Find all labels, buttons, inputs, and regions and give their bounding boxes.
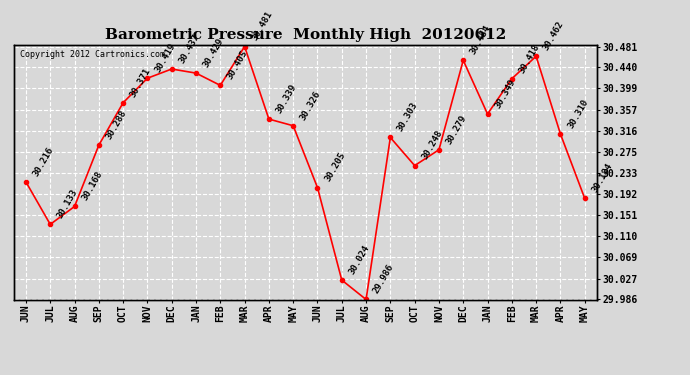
Text: 30.168: 30.168 [80, 170, 104, 202]
Text: 30.288: 30.288 [104, 109, 128, 141]
Text: 30.418: 30.418 [518, 42, 541, 75]
Title: Barometric Pressure  Monthly High  20120612: Barometric Pressure Monthly High 2012061… [105, 28, 506, 42]
Text: 30.481: 30.481 [250, 10, 274, 42]
Text: 30.024: 30.024 [347, 243, 371, 276]
Text: 30.405: 30.405 [226, 49, 250, 81]
Text: Copyright 2012 Cartronics.com: Copyright 2012 Cartronics.com [19, 50, 165, 59]
Text: 30.349: 30.349 [493, 77, 517, 110]
Text: 30.205: 30.205 [323, 151, 347, 183]
Text: 30.454: 30.454 [469, 24, 493, 56]
Text: 30.419: 30.419 [153, 42, 177, 74]
Text: 29.986: 29.986 [372, 263, 395, 296]
Text: 30.133: 30.133 [56, 188, 80, 220]
Text: 30.216: 30.216 [32, 146, 55, 178]
Text: 30.326: 30.326 [299, 89, 323, 122]
Text: 30.303: 30.303 [396, 101, 420, 134]
Text: 30.339: 30.339 [275, 82, 298, 115]
Text: 30.429: 30.429 [201, 36, 226, 69]
Text: 30.437: 30.437 [177, 32, 201, 65]
Text: 30.371: 30.371 [128, 66, 152, 99]
Text: 30.184: 30.184 [590, 162, 614, 194]
Text: 30.248: 30.248 [420, 129, 444, 161]
Text: 30.279: 30.279 [444, 113, 469, 146]
Text: 30.462: 30.462 [542, 20, 566, 52]
Text: 30.310: 30.310 [566, 98, 590, 130]
